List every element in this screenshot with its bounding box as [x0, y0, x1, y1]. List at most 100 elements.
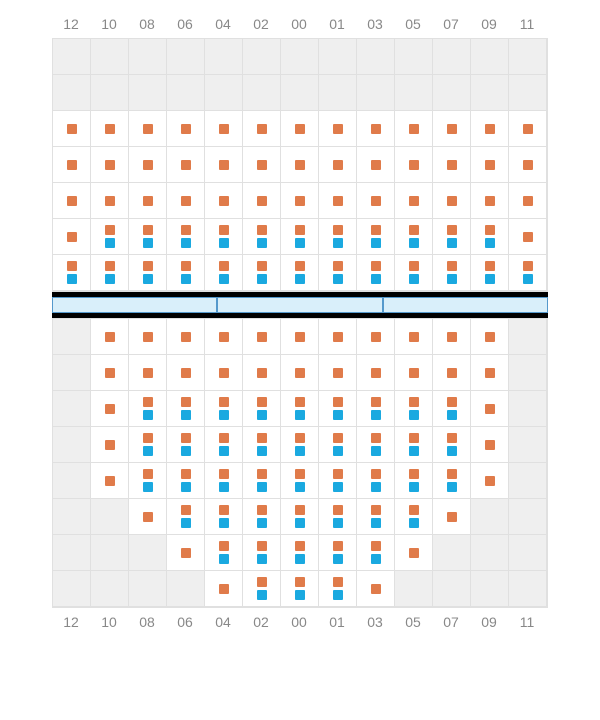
seat-cell[interactable] [471, 147, 509, 183]
seat-cell[interactable] [395, 255, 433, 291]
seat-cell[interactable] [167, 391, 205, 427]
seat-cell[interactable] [433, 319, 471, 355]
seat-cell[interactable] [357, 535, 395, 571]
seat-cell[interactable] [471, 427, 509, 463]
seat-cell[interactable] [357, 183, 395, 219]
seat-cell[interactable] [205, 463, 243, 499]
seat-cell[interactable] [319, 391, 357, 427]
seat-cell[interactable] [395, 319, 433, 355]
seat-cell[interactable] [471, 355, 509, 391]
seat-cell[interactable] [319, 499, 357, 535]
seat-cell[interactable] [91, 391, 129, 427]
seat-cell[interactable] [357, 571, 395, 607]
seat-cell[interactable] [243, 111, 281, 147]
seat-cell[interactable] [357, 463, 395, 499]
seat-cell[interactable] [167, 499, 205, 535]
seat-cell[interactable] [205, 391, 243, 427]
seat-cell[interactable] [357, 111, 395, 147]
seat-cell[interactable] [433, 427, 471, 463]
seat-cell[interactable] [357, 391, 395, 427]
seat-cell[interactable] [281, 219, 319, 255]
seat-cell[interactable] [205, 147, 243, 183]
seat-cell[interactable] [243, 499, 281, 535]
seat-cell[interactable] [471, 111, 509, 147]
seat-cell[interactable] [167, 147, 205, 183]
seat-cell[interactable] [471, 255, 509, 291]
seat-cell[interactable] [129, 355, 167, 391]
seat-cell[interactable] [509, 183, 547, 219]
seat-cell[interactable] [53, 183, 91, 219]
seat-cell[interactable] [91, 355, 129, 391]
seat-cell[interactable] [167, 427, 205, 463]
seat-cell[interactable] [91, 427, 129, 463]
seat-cell[interactable] [129, 183, 167, 219]
seat-cell[interactable] [281, 463, 319, 499]
seat-cell[interactable] [395, 499, 433, 535]
seat-cell[interactable] [167, 355, 205, 391]
seat-cell[interactable] [129, 319, 167, 355]
seat-cell[interactable] [433, 255, 471, 291]
seat-cell[interactable] [319, 219, 357, 255]
seat-cell[interactable] [243, 355, 281, 391]
seat-cell[interactable] [319, 111, 357, 147]
seat-cell[interactable] [129, 391, 167, 427]
seat-cell[interactable] [243, 463, 281, 499]
seat-cell[interactable] [91, 183, 129, 219]
seat-cell[interactable] [243, 535, 281, 571]
seat-cell[interactable] [471, 319, 509, 355]
seat-cell[interactable] [433, 219, 471, 255]
seat-cell[interactable] [357, 255, 395, 291]
seat-cell[interactable] [129, 219, 167, 255]
seat-cell[interactable] [433, 355, 471, 391]
seat-cell[interactable] [281, 571, 319, 607]
seat-cell[interactable] [357, 355, 395, 391]
seat-cell[interactable] [357, 147, 395, 183]
seat-cell[interactable] [281, 355, 319, 391]
seat-cell[interactable] [53, 147, 91, 183]
seat-cell[interactable] [509, 255, 547, 291]
seat-cell[interactable] [205, 427, 243, 463]
seat-cell[interactable] [509, 219, 547, 255]
seat-cell[interactable] [281, 319, 319, 355]
seat-cell[interactable] [471, 391, 509, 427]
seat-cell[interactable] [281, 147, 319, 183]
seat-cell[interactable] [167, 255, 205, 291]
seat-cell[interactable] [319, 255, 357, 291]
seat-cell[interactable] [433, 499, 471, 535]
seat-cell[interactable] [129, 147, 167, 183]
seat-cell[interactable] [243, 319, 281, 355]
seat-cell[interactable] [243, 255, 281, 291]
seat-cell[interactable] [167, 535, 205, 571]
seat-cell[interactable] [509, 147, 547, 183]
seat-cell[interactable] [205, 571, 243, 607]
seat-cell[interactable] [319, 183, 357, 219]
seat-cell[interactable] [395, 219, 433, 255]
seat-cell[interactable] [319, 571, 357, 607]
seat-cell[interactable] [395, 355, 433, 391]
seat-cell[interactable] [53, 111, 91, 147]
seat-cell[interactable] [91, 319, 129, 355]
seat-cell[interactable] [433, 183, 471, 219]
seat-cell[interactable] [167, 183, 205, 219]
seat-cell[interactable] [395, 391, 433, 427]
seat-cell[interactable] [205, 111, 243, 147]
seat-cell[interactable] [319, 535, 357, 571]
seat-cell[interactable] [91, 111, 129, 147]
seat-cell[interactable] [53, 219, 91, 255]
seat-cell[interactable] [281, 255, 319, 291]
seat-cell[interactable] [243, 219, 281, 255]
seat-cell[interactable] [281, 535, 319, 571]
seat-cell[interactable] [129, 255, 167, 291]
seat-cell[interactable] [205, 319, 243, 355]
seat-cell[interactable] [205, 219, 243, 255]
seat-cell[interactable] [243, 183, 281, 219]
seat-cell[interactable] [357, 427, 395, 463]
seat-cell[interactable] [319, 463, 357, 499]
seat-cell[interactable] [319, 147, 357, 183]
seat-cell[interactable] [205, 499, 243, 535]
seat-cell[interactable] [433, 111, 471, 147]
seat-cell[interactable] [357, 499, 395, 535]
seat-cell[interactable] [509, 111, 547, 147]
seat-cell[interactable] [471, 219, 509, 255]
seat-cell[interactable] [53, 255, 91, 291]
